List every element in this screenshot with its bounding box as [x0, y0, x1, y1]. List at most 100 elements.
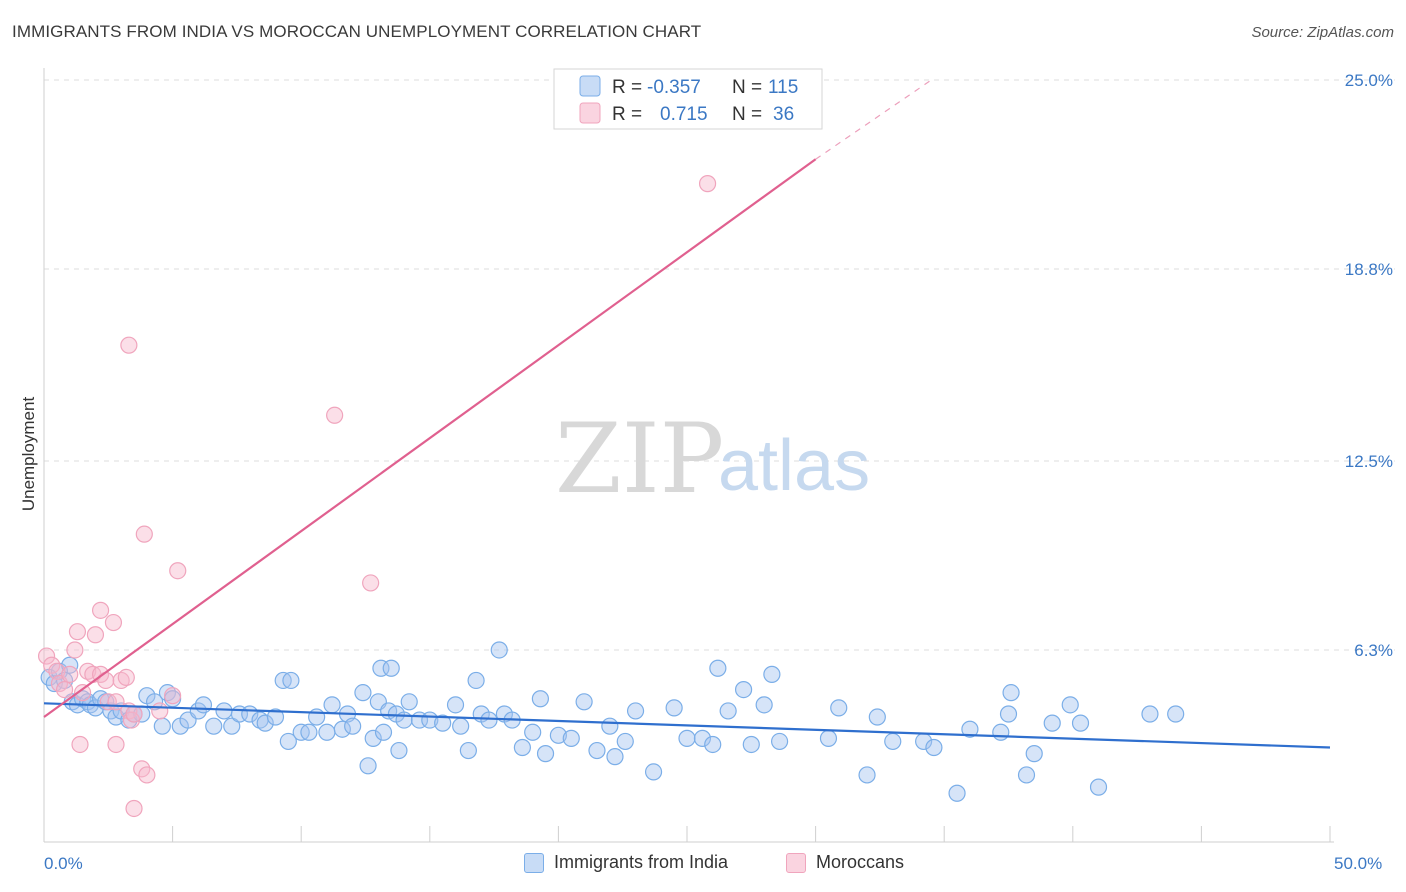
trend-line-1 [43, 158, 817, 718]
data-point [79, 662, 97, 680]
data-point [665, 699, 683, 717]
data-point [601, 717, 619, 735]
data-point [256, 714, 274, 732]
data-point [223, 717, 241, 735]
data-point [318, 723, 336, 741]
data-point [151, 702, 169, 720]
y-tick-labels: 6.3% 12.5% 18.8% 25.0% [1345, 71, 1393, 660]
data-point [678, 729, 696, 747]
legend-label-india: Immigrants from India [554, 852, 729, 872]
data-point [117, 668, 135, 687]
data-point [709, 659, 727, 677]
data-point [153, 717, 171, 735]
gridlines [44, 79, 1395, 651]
data-point [120, 336, 138, 354]
data-point [925, 738, 943, 757]
data-point [164, 687, 182, 705]
data-point [390, 741, 408, 760]
data-point [513, 738, 531, 757]
legend-r-value-moroccans: 0.715 [660, 104, 708, 125]
data-point [531, 690, 549, 708]
legend-n-label-india: N = [732, 77, 762, 98]
data-point [97, 671, 115, 690]
legend-swatch-moroccans [579, 102, 601, 124]
legend-r-value-india: -0.357 [647, 77, 701, 98]
data-point [266, 708, 285, 726]
data-point [830, 699, 848, 717]
data-point [734, 680, 753, 699]
data-point [467, 671, 485, 690]
data-point [1061, 696, 1079, 714]
data-point [354, 684, 372, 702]
data-point [459, 741, 477, 760]
data-point [536, 745, 555, 763]
y-tick-label: 6.3% [1354, 641, 1393, 660]
data-point [169, 562, 187, 580]
data-point [446, 696, 465, 714]
stats-legend: R = -0.357 N = 115 R = 0.715 N = 36 [553, 68, 823, 130]
x-tick-label-min: 0.0% [44, 854, 83, 873]
data-point [616, 732, 634, 751]
y-tick-label: 25.0% [1345, 71, 1393, 90]
data-point [868, 708, 886, 726]
data-point [999, 705, 1018, 723]
legend-swatch-india [579, 75, 601, 97]
watermark-atlas: atlas [718, 426, 870, 506]
chart-title: IMMIGRANTS FROM INDIA VS MOROCCAN UNEMPL… [12, 22, 702, 41]
legend-bottom-swatch-moroccans [786, 852, 806, 873]
data-point [1167, 705, 1185, 723]
data-point [434, 714, 452, 732]
data-point [91, 601, 110, 619]
data-point [606, 748, 624, 766]
x-axis-ticks [43, 826, 1331, 842]
data-point [575, 693, 593, 711]
source-credit: Source: ZipAtlas.com [1251, 24, 1394, 41]
data-point [71, 735, 89, 754]
trend-line-0 [43, 702, 1331, 749]
data-point [125, 799, 143, 818]
data-point [112, 671, 130, 690]
legend-r-label-india: R = [612, 77, 642, 98]
data-point [125, 705, 143, 723]
data-point [480, 711, 498, 729]
data-point [644, 763, 663, 781]
legend-label-moroccans: Moroccans [816, 852, 905, 872]
data-point [626, 702, 645, 720]
data-point [326, 406, 344, 424]
data-point [755, 696, 773, 714]
data-point [1017, 766, 1036, 784]
data-point [323, 696, 341, 714]
data-point [1141, 705, 1159, 723]
y-tick-label: 12.5% [1345, 452, 1393, 471]
data-point [1025, 745, 1043, 763]
data-point [884, 732, 902, 751]
legend-item-india[interactable]: Immigrants from India [524, 852, 728, 873]
data-point [55, 680, 74, 699]
data-point [66, 641, 84, 659]
data-point [344, 717, 362, 735]
data-point [86, 626, 105, 644]
data-point [68, 623, 87, 641]
data-point [719, 702, 737, 720]
data-point [452, 717, 470, 735]
trend-line-extension-1 [815, 79, 932, 160]
data-point [1002, 684, 1020, 702]
watermark: ZIP atlas [555, 403, 870, 515]
data-point [374, 723, 393, 741]
legend-r-label-moroccans: R = [612, 104, 642, 125]
data-point [698, 175, 717, 193]
data-point [362, 574, 380, 592]
legend-bottom-swatch-india [524, 852, 544, 873]
trend-lines [43, 79, 1331, 749]
data-point [562, 729, 580, 747]
data-point [138, 766, 156, 784]
data-point [135, 525, 153, 543]
data-point [704, 735, 722, 754]
data-point [37, 647, 56, 665]
data-point [524, 723, 542, 741]
data-point [770, 732, 789, 751]
legend-item-moroccans[interactable]: Moroccans [786, 852, 904, 873]
y-tick-label: 18.8% [1345, 260, 1393, 279]
data-point [693, 729, 712, 747]
data-point [364, 729, 382, 747]
